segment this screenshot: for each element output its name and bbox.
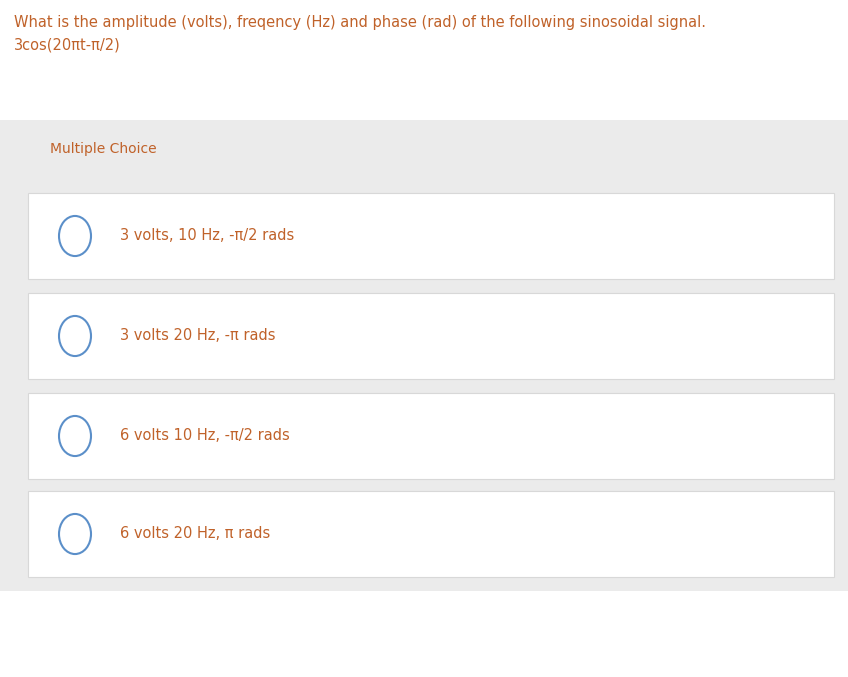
FancyBboxPatch shape [28,393,834,479]
Bar [0,120,848,178]
FancyBboxPatch shape [28,193,834,279]
Text: 3 volts 20 Hz, -π rads: 3 volts 20 Hz, -π rads [120,328,276,343]
Text: Multiple Choice: Multiple Choice [50,142,157,156]
Text: What is the amplitude (volts), freqency (Hz) and phase (rad) of the following si: What is the amplitude (volts), freqency … [14,15,706,30]
FancyBboxPatch shape [28,293,834,379]
Bar [0,178,848,591]
Text: 6 volts 20 Hz, π rads: 6 volts 20 Hz, π rads [120,527,271,542]
FancyBboxPatch shape [28,491,834,577]
Text: 6 volts 10 Hz, -π/2 rads: 6 volts 10 Hz, -π/2 rads [120,429,290,443]
Text: 3 volts, 10 Hz, -π/2 rads: 3 volts, 10 Hz, -π/2 rads [120,229,294,244]
Text: 3cos(20πt-π/2): 3cos(20πt-π/2) [14,38,120,53]
